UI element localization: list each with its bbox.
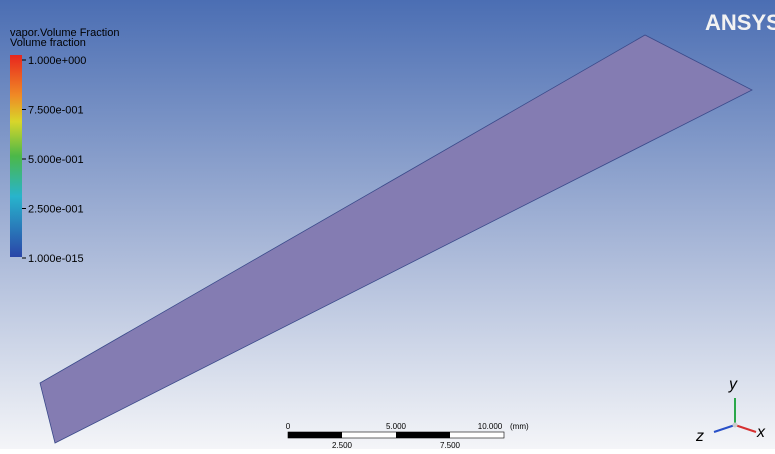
scale-label: 2.500 xyxy=(332,441,353,449)
axis-y: y xyxy=(728,376,738,393)
logo: ANSYS xyxy=(705,10,775,35)
scale-bar xyxy=(288,432,504,438)
viewport: vapor.Volume Fraction Volume fraction 1.… xyxy=(0,0,775,449)
scale-label: 10.000 xyxy=(478,422,503,431)
legend-label: 2.500e-001 xyxy=(28,204,84,216)
legend-label: 7.500e-001 xyxy=(28,105,84,117)
legend-label: 5.000e-001 xyxy=(28,154,84,166)
axis-z: z xyxy=(695,428,704,445)
legend-label: 1.000e-015 xyxy=(28,253,84,265)
legend-label: 1.000e+000 xyxy=(28,55,86,67)
scale-label: 7.500 xyxy=(440,441,461,449)
scale-unit: (mm) xyxy=(510,422,529,431)
colorbar xyxy=(10,55,22,257)
axis-x: x xyxy=(756,424,766,441)
scale-label: 5.000 xyxy=(386,422,407,431)
legend-subtitle: Volume fraction xyxy=(10,37,86,49)
scale-label: 0 xyxy=(286,422,291,431)
